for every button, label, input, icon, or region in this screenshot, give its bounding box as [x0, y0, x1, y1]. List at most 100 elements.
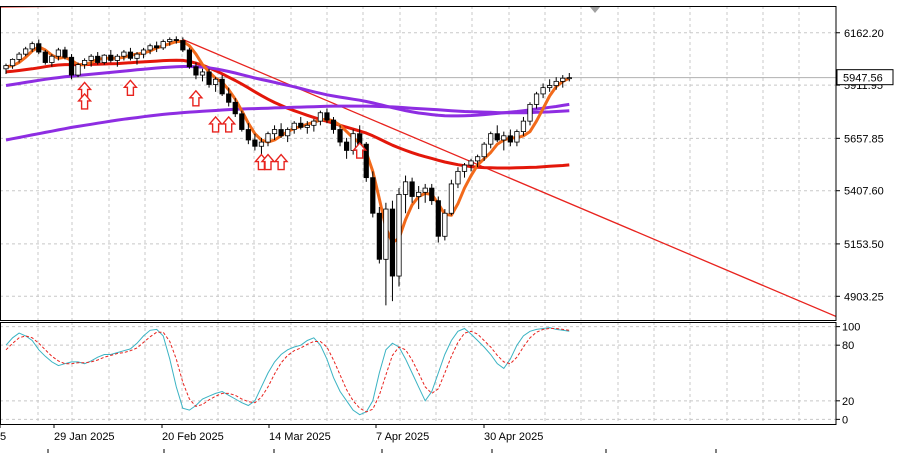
candle-0 [3, 63, 9, 75]
candle-body-9 [62, 49, 68, 58]
candle-78 [514, 129, 520, 147]
osc-tick-label-3: 0 [842, 414, 848, 426]
candle-body-42 [278, 129, 284, 137]
osc-tick-label-0: 100 [842, 322, 860, 334]
candle-body-2 [16, 53, 22, 60]
signal-arrow-5 [221, 115, 237, 133]
candle-56 [370, 171, 376, 218]
candle-body-27 [180, 40, 186, 51]
candle-10 [68, 54, 75, 80]
current-price-tag: 5947.56 [836, 69, 894, 86]
candle-7 [49, 54, 55, 67]
current-price-box [836, 69, 894, 86]
candle-19 [127, 47, 134, 61]
candle-body-12 [82, 60, 88, 66]
candle-24 [160, 39, 166, 50]
date-tick-label-3: 14 Mar 2025 [269, 431, 331, 443]
candle-65 [429, 183, 435, 205]
oscillator-panel-frame [0, 322, 837, 425]
candle-55 [363, 142, 369, 182]
candle-body-22 [147, 45, 153, 51]
candle-86 [566, 72, 572, 82]
candle-25 [167, 37, 173, 46]
signal-arrow-2 [122, 79, 138, 97]
candle-30 [199, 68, 206, 82]
trendlines[interactable] [0, 4, 844, 320]
candle-body-49 [324, 112, 330, 121]
candle-1 [9, 58, 16, 69]
candle-body-58 [383, 208, 389, 260]
candle-36 [239, 110, 245, 132]
osc-tick-label-1: 80 [842, 340, 854, 352]
candle-48 [317, 110, 324, 126]
candle-body-40 [265, 133, 271, 143]
candle-62 [409, 177, 415, 203]
candle-37 [245, 123, 251, 145]
candle-body-39 [258, 141, 265, 147]
candle-9 [62, 46, 68, 60]
candle-body-33 [219, 78, 225, 95]
candle-body-32 [212, 78, 219, 85]
candle-body-6 [42, 51, 48, 63]
candle-body-79 [520, 120, 527, 132]
candle-body-66 [435, 200, 441, 237]
candle-body-41 [271, 129, 278, 135]
candle-body-23 [154, 45, 160, 49]
candle-body-48 [317, 112, 324, 122]
candle-body-1 [9, 58, 16, 67]
candle-60 [396, 188, 402, 287]
candle-body-82 [540, 87, 546, 95]
candle-body-59 [389, 208, 396, 277]
candles [3, 36, 572, 306]
candle-body-72 [474, 156, 481, 162]
candle-63 [416, 186, 422, 210]
candle-35 [232, 98, 238, 117]
candle-body-37 [245, 129, 251, 141]
candle-57 [376, 206, 382, 264]
candle-69 [455, 167, 461, 189]
candle-3 [23, 46, 29, 57]
candle-74 [488, 131, 494, 149]
candle-76 [501, 131, 507, 151]
candle-58 [383, 202, 389, 306]
candle-body-56 [370, 177, 376, 214]
trendline-0 [182, 38, 836, 318]
candle-body-81 [533, 93, 540, 105]
candle-51 [337, 125, 343, 147]
axis-labels: 6162.205911.955657.855407.605153.504903.… [0, 28, 894, 453]
candle-body-34 [226, 93, 232, 103]
candle-4 [29, 41, 35, 53]
candle-body-7 [49, 55, 55, 63]
candle-body-62 [409, 181, 415, 197]
candle-12 [82, 58, 88, 69]
panel-frames [0, 6, 837, 425]
candle-body-3 [23, 48, 29, 55]
candle-49 [324, 108, 330, 124]
candle-body-35 [232, 101, 238, 115]
current-price-label: 5947.56 [843, 73, 883, 85]
candle-body-26 [173, 39, 179, 41]
candle-body-61 [402, 181, 409, 195]
candle-59 [389, 200, 396, 302]
candle-84 [553, 77, 559, 90]
candle-68 [448, 179, 455, 216]
candle-body-8 [55, 49, 62, 57]
candle-53 [350, 129, 356, 155]
candle-body-52 [343, 141, 350, 151]
candle-body-55 [363, 143, 369, 179]
candle-body-84 [553, 80, 559, 86]
candle-44 [291, 121, 297, 134]
candle-body-10 [68, 56, 75, 76]
candle-61 [402, 175, 409, 214]
candle-body-51 [337, 129, 343, 143]
signal-arrows [77, 79, 368, 171]
candle-70 [461, 163, 468, 178]
candle-body-16 [108, 54, 114, 61]
candle-body-80 [527, 103, 533, 122]
candle-body-77 [507, 135, 513, 143]
candle-41 [271, 125, 278, 140]
candle-79 [520, 116, 527, 136]
date-tick-label-4: 7 Apr 2025 [376, 431, 429, 443]
candle-38 [252, 133, 258, 151]
